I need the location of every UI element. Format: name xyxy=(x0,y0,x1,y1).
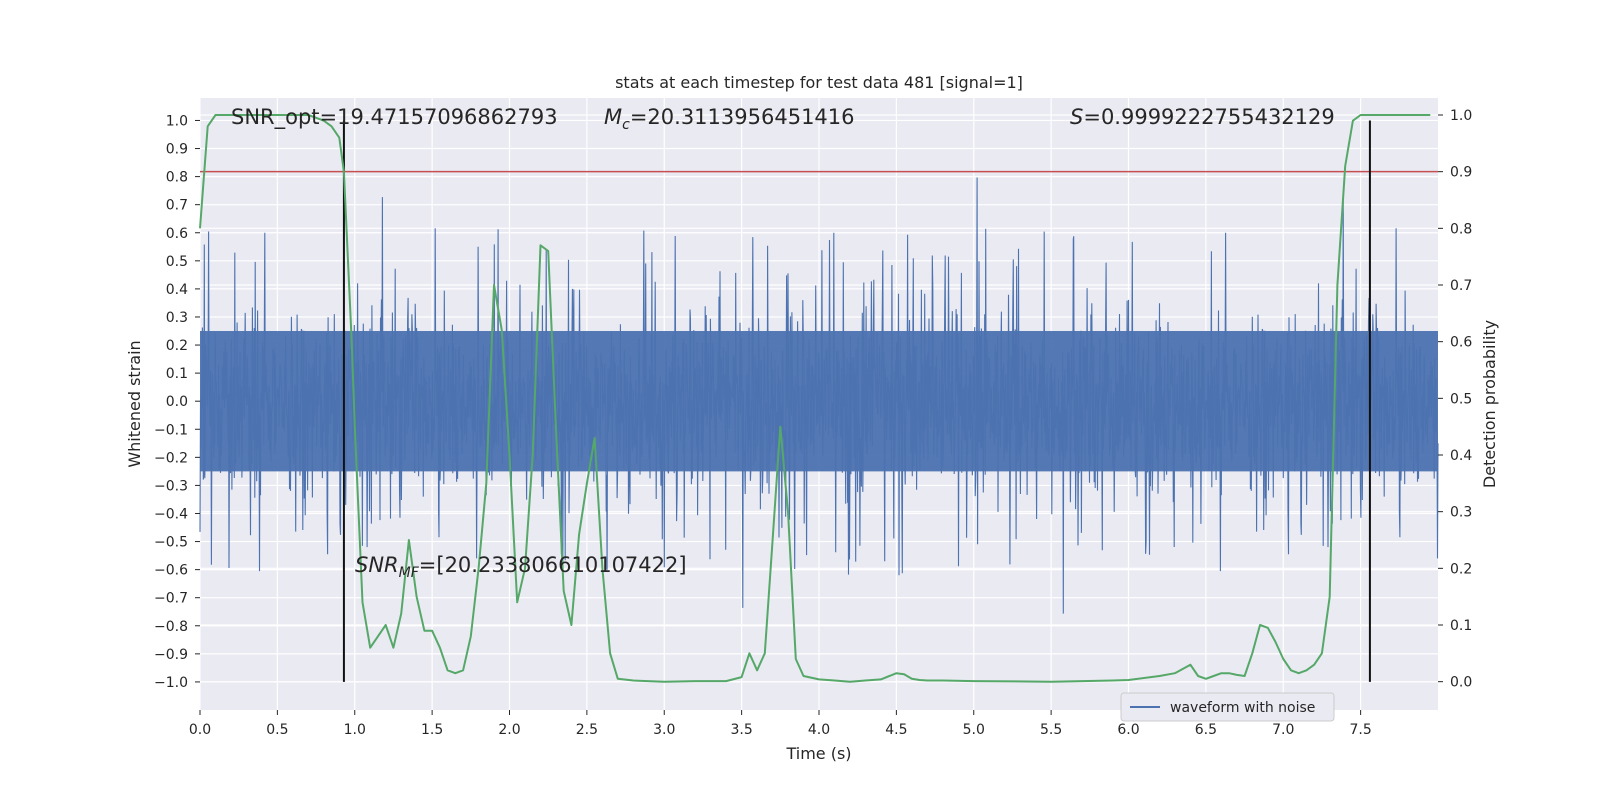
y-right-tick-label: 0.2 xyxy=(1450,561,1472,577)
y-left-tick-label: 0.4 xyxy=(166,282,188,298)
y-left-tick-label: −0.3 xyxy=(154,478,188,494)
x-tick-label: 6.5 xyxy=(1195,722,1217,738)
x-tick-label: 2.5 xyxy=(576,722,598,738)
y-left-tick-label: 0.6 xyxy=(166,226,188,242)
x-axis-label: Time (s) xyxy=(785,744,851,763)
y-left-tick-label: −0.9 xyxy=(154,647,188,663)
chart-title: stats at each timestep for test data 481… xyxy=(615,73,1023,92)
x-tick-label: 4.0 xyxy=(808,722,830,738)
significance-annotation: S=0.9999222755432129 xyxy=(1070,105,1335,129)
x-tick-label: 6.0 xyxy=(1117,722,1139,738)
x-tick-label: 2.0 xyxy=(498,722,520,738)
y-left-axis-label: Whitened strain xyxy=(125,340,144,467)
waveform-with-noise-series xyxy=(199,177,1439,614)
y-left-tick-label: −0.4 xyxy=(154,506,188,522)
y-left-tick-label: −0.8 xyxy=(154,619,188,635)
x-tick-label: 0.0 xyxy=(189,722,211,738)
y-right-tick-label: 0.6 xyxy=(1450,335,1472,351)
y-right-tick-label: 0.3 xyxy=(1450,505,1472,521)
y-right-tick-label: 0.9 xyxy=(1450,165,1472,181)
event-markers xyxy=(342,120,1371,682)
detection-probability-line xyxy=(199,114,1431,683)
x-tick-label: 1.0 xyxy=(344,722,366,738)
y-right-tick-label: 1.0 xyxy=(1450,108,1472,124)
y-left-tick-label: −0.2 xyxy=(154,450,188,466)
y-left-tick-label: −0.1 xyxy=(154,422,188,438)
y-left-tick-label: 0.3 xyxy=(166,310,188,326)
y-right-tick-label: 0.0 xyxy=(1450,675,1472,691)
x-tick-label: 4.5 xyxy=(885,722,907,738)
y-right-tick-label: 0.7 xyxy=(1450,278,1472,294)
y-right-tick-label: 0.5 xyxy=(1450,391,1472,407)
legend-box xyxy=(1120,692,1335,722)
x-tick-label: 7.0 xyxy=(1272,722,1294,738)
snr-opt-annotation: SNR_opt=19.47157096862793 xyxy=(231,105,558,130)
y-right-axis-label: Detection probability xyxy=(1480,320,1499,488)
y-left-tick-label: 0.8 xyxy=(166,170,188,186)
y-left-tick-label: −1.0 xyxy=(154,675,188,691)
y-right-tick-label: 0.1 xyxy=(1450,618,1472,634)
x-tick-label: 7.5 xyxy=(1349,722,1371,738)
y-right-tick-label: 0.4 xyxy=(1450,448,1472,464)
chirp-mass-annotation: Mc=20.3113956451416 xyxy=(604,105,855,133)
y-right-tick-label: 0.8 xyxy=(1450,221,1472,237)
y-right-axis-ticks: 1.0 0.9 0.8 0.7 0.6 0.5 0.4 0.3 0.2 0.1 0.0 xyxy=(1438,108,1472,691)
snr-mf-annotation: SNRMF=[20.233806610107422] xyxy=(355,553,687,581)
waveform-core-band xyxy=(200,331,1438,472)
y-left-tick-label: 0.1 xyxy=(166,366,188,382)
x-tick-label: 3.5 xyxy=(730,722,752,738)
y-left-tick-label: 0.0 xyxy=(166,394,188,410)
y-left-axis-ticks: 1.0 0.9 0.8 0.7 0.6 0.5 0.4 0.3 0.2 0.1 0.0 −0.1 −0.… xyxy=(154,113,200,691)
x-axis-ticks: 0.0 0.5 1.0 1.5 2.0 2.5 3.0 3.5 4.0 4.5 5.0 5.5 6.0 6… xyxy=(189,710,1372,738)
x-tick-label: 5.0 xyxy=(963,722,985,738)
x-tick-label: 0.5 xyxy=(266,722,288,738)
legend-label: waveform with noise xyxy=(1170,700,1315,716)
y-left-tick-label: −0.6 xyxy=(154,563,188,579)
y-left-tick-label: −0.5 xyxy=(154,535,188,551)
y-left-tick-label: −0.7 xyxy=(154,591,188,607)
y-left-tick-label: 0.5 xyxy=(166,254,188,270)
x-tick-label: 5.5 xyxy=(1040,722,1062,738)
x-tick-label: 3.0 xyxy=(653,722,675,738)
y-left-tick-label: 1.0 xyxy=(166,113,188,129)
x-tick-label: 1.5 xyxy=(421,722,443,738)
legend: waveform with noise xyxy=(1120,692,1335,722)
y-left-tick-label: 0.9 xyxy=(166,142,188,158)
y-left-tick-label: 0.2 xyxy=(166,338,188,354)
y-left-tick-label: 0.7 xyxy=(166,198,188,214)
